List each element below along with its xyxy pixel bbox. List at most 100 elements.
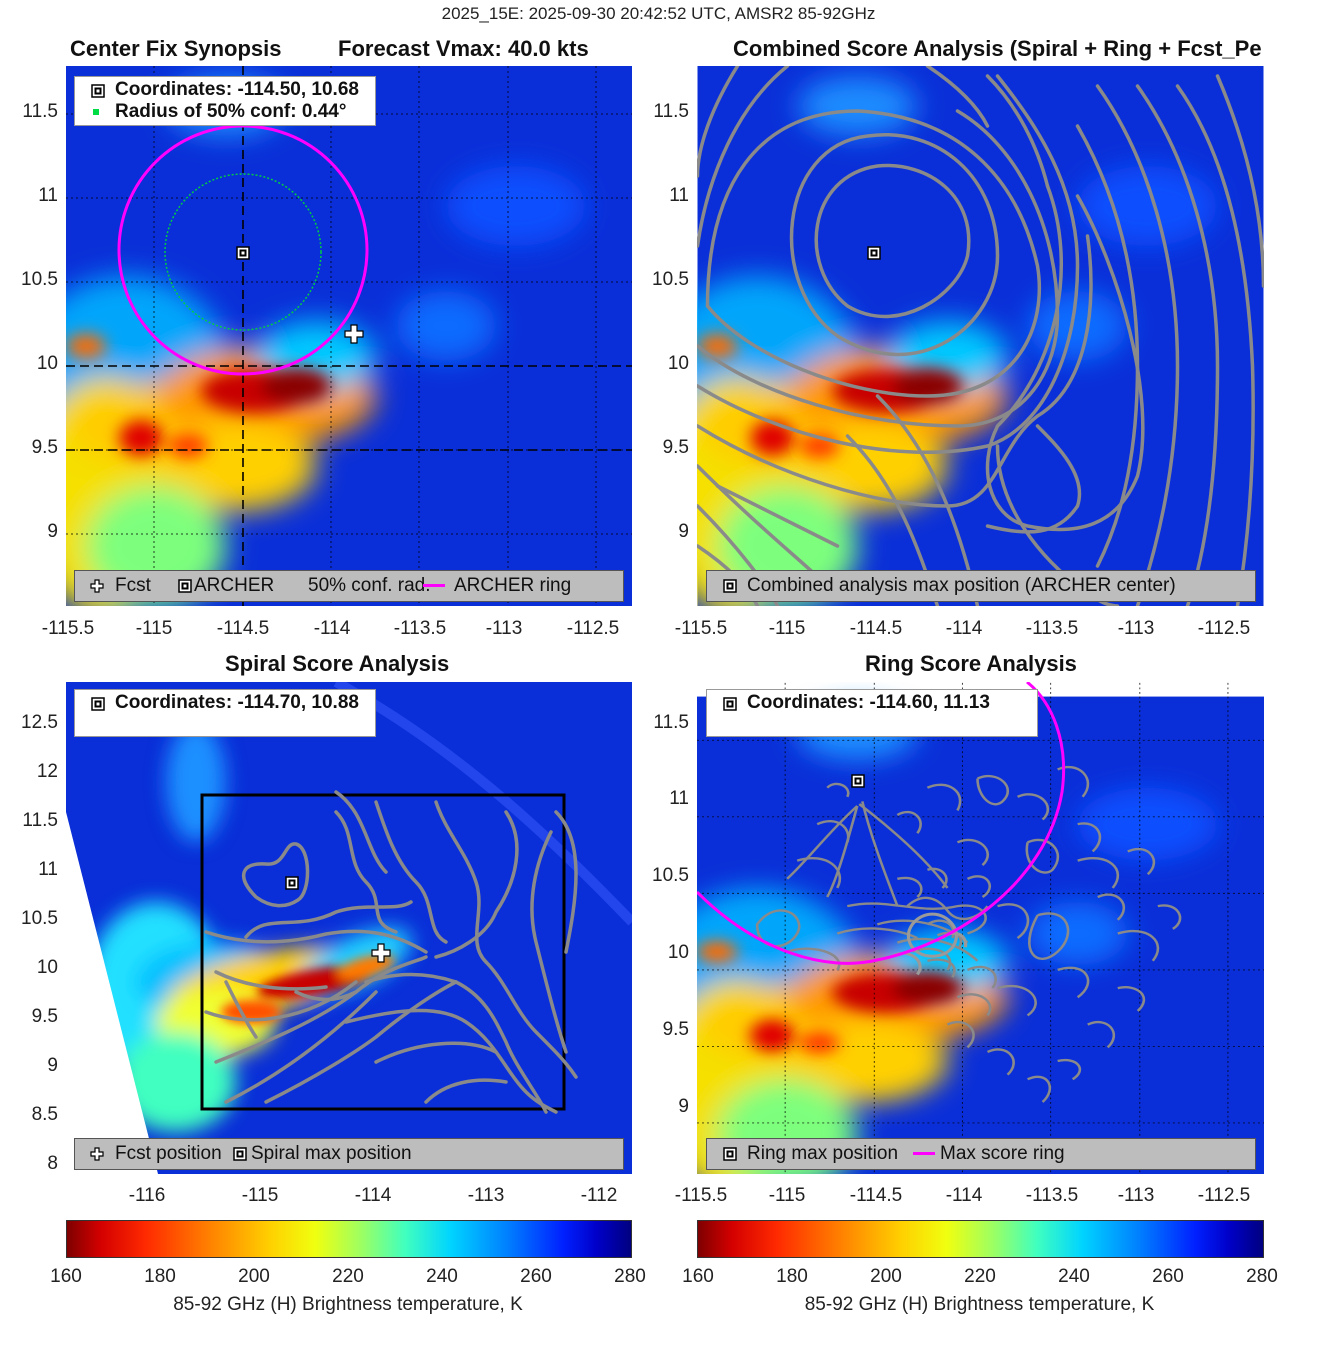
x-tick: -116 xyxy=(128,1185,166,1206)
colorbar-tick: 240 xyxy=(1058,1266,1090,1287)
y-tick: 10.5 xyxy=(652,865,689,886)
archer-ring xyxy=(117,124,369,376)
x-tick: -113.5 xyxy=(1025,1185,1079,1206)
colorbar-tick: 200 xyxy=(238,1266,270,1287)
x-tick: -115 xyxy=(241,1185,279,1206)
ring-line-icon xyxy=(423,584,445,587)
x-tick: -115 xyxy=(768,1185,806,1206)
spiral-overlay xyxy=(285,876,391,963)
colorbar-right xyxy=(697,1220,1264,1258)
colorbar-tick: 180 xyxy=(144,1266,176,1287)
ring-max-marker xyxy=(851,774,865,788)
combined-legend: Combined analysis max position (ARCHER c… xyxy=(706,570,1256,602)
y-tick: 9 xyxy=(47,1055,58,1076)
center-fix-legend: Fcst ARCHER 50% conf. rad. ARCHER ring xyxy=(74,570,624,602)
legend-ring-max-label: Ring max position xyxy=(747,1143,899,1164)
colorbar-tick: 160 xyxy=(682,1266,714,1287)
forecast-position-marker xyxy=(344,324,364,344)
y-tick: 12 xyxy=(36,761,58,782)
x-tick: -114.5 xyxy=(849,618,903,639)
center-fix-plot xyxy=(66,66,632,606)
fcst-plus-icon xyxy=(90,579,104,593)
x-tick: -113 xyxy=(467,1185,505,1206)
ring-infobox: Coordinates: -114.60, 11.13 xyxy=(706,689,1038,737)
combined-max-marker xyxy=(867,246,881,260)
x-tick: -115 xyxy=(768,618,806,639)
y-tick: 8.5 xyxy=(31,1104,58,1125)
x-tick: -115.5 xyxy=(674,1185,728,1206)
y-tick: 9.5 xyxy=(31,437,58,458)
y-tick: 9 xyxy=(678,521,689,542)
spiral-coordinates: Coordinates: -114.70, 10.88 xyxy=(115,692,359,713)
center-fix-coordinates: Coordinates: -114.50, 10.68 xyxy=(115,79,359,100)
x-tick: -114 xyxy=(945,1185,983,1206)
legend-ring-label: ARCHER ring xyxy=(454,575,572,596)
spiral-plot xyxy=(66,682,632,1174)
archer-square-icon xyxy=(178,579,192,593)
spiral-forecast-marker xyxy=(371,943,391,963)
x-tick: -114.5 xyxy=(216,618,270,639)
y-tick: 9 xyxy=(47,521,58,542)
confidence-dot-icon xyxy=(93,109,99,115)
legend-spiral-max-label: Spiral max position xyxy=(251,1143,412,1164)
ring-legend: Ring max position Max score ring xyxy=(706,1138,1256,1170)
archer-center-marker xyxy=(236,246,250,260)
ring-overlay xyxy=(697,682,1066,965)
colorbar-tick: 280 xyxy=(1246,1266,1278,1287)
y-tick: 11 xyxy=(669,185,689,206)
colorbar-tick: 220 xyxy=(964,1266,996,1287)
y-tick: 10.5 xyxy=(21,908,58,929)
spiral-max-marker xyxy=(285,876,299,890)
spiral-title: Spiral Score Analysis xyxy=(225,651,450,676)
combined-overlay xyxy=(867,246,881,260)
y-tick: 10.5 xyxy=(21,269,58,290)
archer-marker-icon xyxy=(91,84,105,98)
x-tick: -114 xyxy=(313,618,351,639)
legend-fcst-label: Fcst xyxy=(115,575,151,596)
x-tick: -114 xyxy=(945,618,983,639)
colorbar-tick: 240 xyxy=(426,1266,458,1287)
legend-combined-label: Combined analysis max position (ARCHER c… xyxy=(747,575,1176,596)
y-tick: 12.5 xyxy=(21,712,58,733)
y-tick: 11 xyxy=(38,859,58,880)
y-tick: 10 xyxy=(667,942,689,963)
x-tick: -114 xyxy=(354,1185,392,1206)
legend-conf-label: 50% conf. rad. xyxy=(308,575,431,596)
ring-plot xyxy=(697,682,1264,1174)
legend-archer-label: ARCHER xyxy=(194,575,275,596)
spiral-fcst-plus-icon xyxy=(90,1147,104,1161)
x-tick: -113 xyxy=(1117,1185,1155,1206)
legend-fcst-position-label: Fcst position xyxy=(115,1143,222,1164)
x-tick: -112 xyxy=(580,1185,618,1206)
spiral-square-icon xyxy=(91,697,105,711)
max-ring-line-icon xyxy=(913,1152,935,1155)
y-tick: 11 xyxy=(38,185,58,206)
combined-title: Combined Score Analysis (Spiral + Ring +… xyxy=(733,36,1262,61)
colorbar-tick: 180 xyxy=(776,1266,808,1287)
center-fix-infobox: Coordinates: -114.50, 10.68 Radius of 50… xyxy=(74,76,376,126)
x-tick: -113.5 xyxy=(1025,618,1079,639)
x-tick: -113 xyxy=(1117,618,1155,639)
combined-square-icon xyxy=(723,579,737,593)
y-tick: 10 xyxy=(36,957,58,978)
y-tick: 11.5 xyxy=(22,101,58,122)
center-fix-title: Center Fix Synopsis xyxy=(70,36,282,61)
center-fix-overlay xyxy=(117,124,369,376)
colorbar-tick: 280 xyxy=(614,1266,646,1287)
y-tick: 10 xyxy=(667,353,689,374)
figure-suptitle: 2025_15E: 2025-09-30 20:42:52 UTC, AMSR2… xyxy=(441,4,876,23)
colorbar-label: 85-92 GHz (H) Brightness temperature, K xyxy=(173,1294,523,1315)
y-tick: 9 xyxy=(678,1096,689,1117)
max-score-ring xyxy=(697,682,1066,965)
colorbar-tick: 220 xyxy=(332,1266,364,1287)
colorbar-label: 85-92 GHz (H) Brightness temperature, K xyxy=(804,1294,1155,1315)
y-tick: 11 xyxy=(669,788,689,809)
x-tick: -112.5 xyxy=(566,618,620,639)
ring-max-square-icon xyxy=(723,1147,737,1161)
x-tick: -114.5 xyxy=(849,1185,903,1206)
colorbar-tick: 160 xyxy=(50,1266,82,1287)
x-tick: -115.5 xyxy=(41,618,95,639)
y-tick: 10 xyxy=(36,353,58,374)
x-tick: -112.5 xyxy=(1197,618,1251,639)
y-tick: 9.5 xyxy=(662,437,689,458)
